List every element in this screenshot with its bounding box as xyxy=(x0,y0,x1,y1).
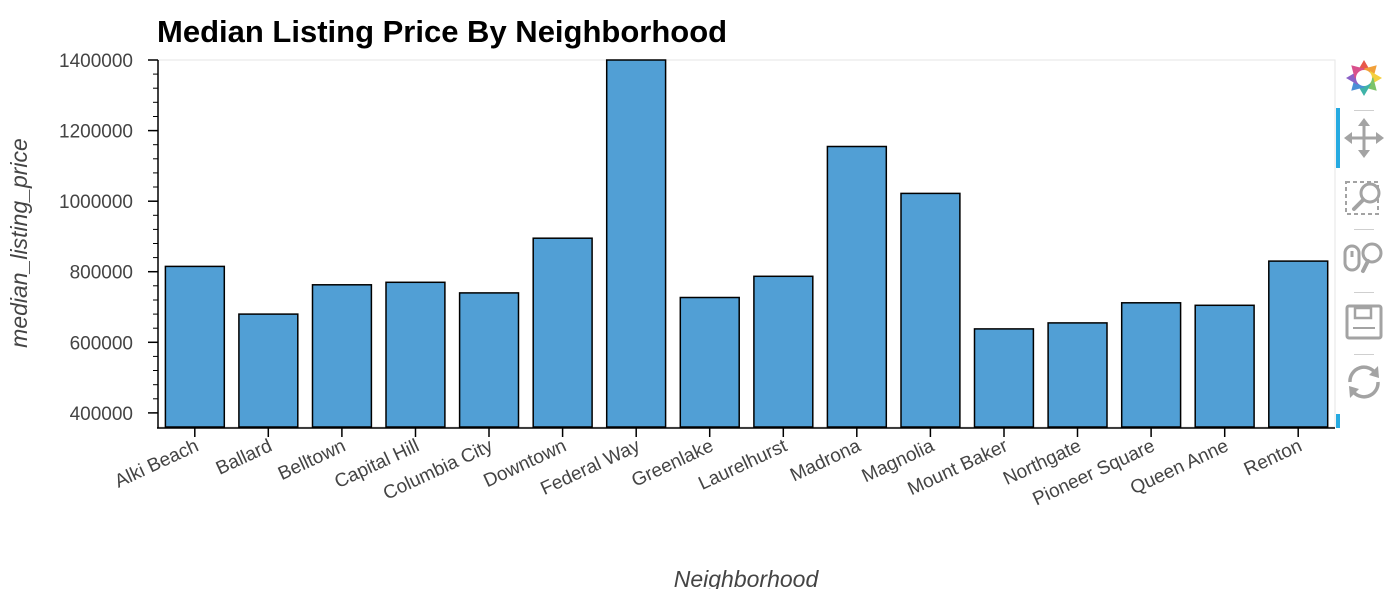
bar-magnolia xyxy=(900,192,961,428)
bar-belltown xyxy=(311,284,373,428)
x-tick-label: Ballard xyxy=(213,435,275,479)
pan-icon[interactable] xyxy=(1342,116,1386,160)
bar-laurelhurst xyxy=(753,275,814,428)
bar-queen-anne xyxy=(1194,304,1255,428)
y-tick-label: 1400000 xyxy=(59,51,133,72)
bar-capital-hill xyxy=(385,281,446,428)
x-tick-label: Alki Beach xyxy=(112,435,202,492)
toolbar-separator xyxy=(1354,354,1374,355)
x-tick-label: Renton xyxy=(1241,435,1305,480)
bar-federal-way xyxy=(605,59,667,428)
y-tick-label: 400000 xyxy=(70,404,133,425)
x-tick-label: Pioneer Square xyxy=(1030,435,1159,510)
y-axis-ticks: 400000 600000 800000 1000000 1200000 1400000 xyxy=(59,51,158,425)
y-axis-label: median_listing_price xyxy=(6,138,32,348)
bokeh-logo-icon[interactable] xyxy=(1342,56,1386,100)
wheel-zoom-icon[interactable] xyxy=(1342,236,1386,280)
toolbar-separator xyxy=(1354,229,1374,230)
bar-renton xyxy=(1268,260,1329,428)
toolbar-edge-indicator xyxy=(1336,414,1340,428)
toolbar-separator xyxy=(1354,110,1374,111)
x-tick-label: Madrona xyxy=(787,435,864,486)
y-tick-label: 800000 xyxy=(70,263,133,284)
box-zoom-icon[interactable] xyxy=(1342,176,1386,220)
bar-chart: Median Listing Price By Neighborhood 400… xyxy=(6,14,1336,589)
bar-mount-baker xyxy=(973,328,1035,428)
y-tick-label: 1000000 xyxy=(59,192,133,213)
reset-icon[interactable] xyxy=(1342,360,1386,404)
toolbar-separator xyxy=(1354,292,1374,293)
bar-columbia-city xyxy=(458,292,520,428)
x-axis-label: Neighborhood xyxy=(674,566,820,589)
y-tick-label: 1200000 xyxy=(59,122,133,143)
y-tick-label: 600000 xyxy=(70,333,133,354)
bar-madrona xyxy=(826,145,888,428)
bar-alki-beach xyxy=(164,265,226,428)
save-icon[interactable] xyxy=(1342,300,1386,344)
bar-greenlake xyxy=(679,296,740,428)
chart-toolbar xyxy=(1336,52,1393,432)
pan-active-indicator xyxy=(1336,108,1340,168)
bars-group xyxy=(164,59,1329,428)
bar-ballard xyxy=(238,313,299,428)
bar-northgate xyxy=(1047,322,1108,428)
bar-downtown xyxy=(532,237,593,428)
chart-title: Median Listing Price By Neighborhood xyxy=(157,14,727,49)
bar-pioneer-square xyxy=(1120,302,1182,428)
